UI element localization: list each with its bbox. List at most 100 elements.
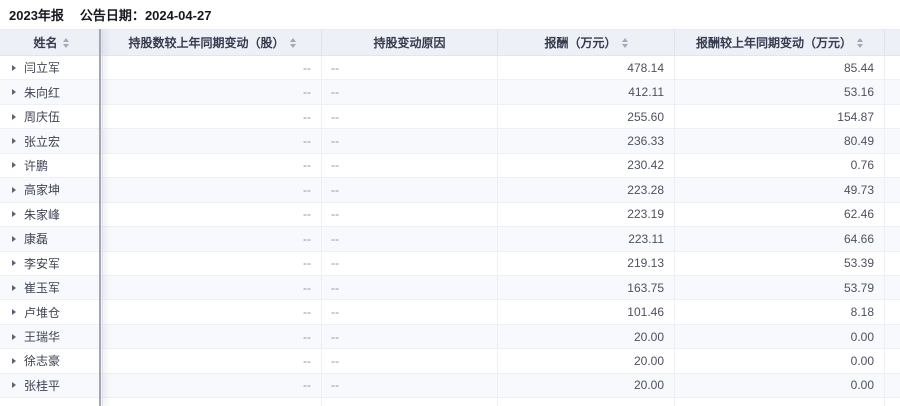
pay-change-cell: 49.73 (675, 178, 885, 203)
pay-change-cell: 53.16 (675, 80, 885, 105)
announce-date-value: 2024-04-27 (144, 8, 212, 23)
row-stub-cell (885, 129, 900, 154)
table-row[interactable]: 王瑞华 -- -- 20.00 0.00 (0, 324, 900, 350)
report-period: 2023年报 (9, 8, 64, 23)
expand-arrow-icon[interactable] (12, 382, 16, 389)
row-stub-cell (885, 276, 900, 301)
pay-change-cell: 154.87 (675, 104, 885, 130)
row-stub-cell (885, 325, 900, 350)
pay-change-cell: 85.44 (675, 56, 885, 81)
executive-name: 王瑞华 (24, 330, 61, 345)
row-stub-cell (885, 56, 900, 81)
expand-arrow-icon[interactable] (12, 113, 16, 120)
share-change-cell: -- (103, 129, 322, 154)
expand-arrow-icon[interactable] (12, 89, 16, 96)
sort-icon[interactable] (857, 37, 863, 48)
expand-arrow-icon[interactable] (12, 138, 16, 145)
table-row[interactable]: 闫立军 -- -- 478.14 85.44 (0, 56, 900, 81)
sort-icon[interactable] (62, 37, 69, 48)
column-header-share-change[interactable]: 持股数较上年同期变动（股） (103, 30, 322, 55)
share-change-cell: -- (103, 324, 322, 350)
table-row[interactable]: 崔玉军 -- -- 163.75 53.79 (0, 275, 900, 301)
name-cell: 许鹏 (0, 153, 103, 179)
empty-cell (885, 398, 900, 406)
expand-arrow-icon[interactable] (12, 211, 16, 218)
table-row[interactable]: 卢堆仓 -- -- 101.46 8.18 (0, 300, 900, 325)
column-header-label: 持股变动原因 (373, 36, 446, 50)
table-row[interactable]: 张立宏 -- -- 236.33 80.49 (0, 129, 900, 154)
pay-cell: 219.13 (498, 251, 675, 276)
expand-arrow-icon[interactable] (12, 284, 16, 291)
row-stub-cell (885, 105, 900, 130)
pay-cell: 236.33 (498, 129, 675, 154)
table-row[interactable]: 李安军 -- -- 219.13 53.39 (0, 251, 900, 276)
pay-cell: 20.00 (498, 373, 675, 399)
table-row[interactable]: 周庆伍 -- -- 255.60 154.87 (0, 104, 900, 130)
report-title-bar: 2023年报 公告日期：2024-04-27 (0, 0, 900, 29)
expand-arrow-icon[interactable] (12, 186, 16, 193)
column-header-pay[interactable]: 报酬（万元） (498, 30, 675, 55)
expand-arrow-icon[interactable] (12, 64, 16, 71)
announce-date-label: 公告日期： (79, 8, 145, 23)
pay-change-cell: 0.00 (675, 373, 885, 399)
table-row[interactable]: 朱家峰 -- -- 223.19 62.46 (0, 202, 900, 228)
pay-change-cell: 64.66 (675, 227, 885, 252)
empty-cell (498, 398, 675, 406)
table-row[interactable]: 张桂平 -- -- 20.00 0.00 (0, 373, 900, 399)
sort-icon[interactable] (621, 37, 628, 48)
row-stub-cell (885, 300, 900, 325)
expand-arrow-icon[interactable] (12, 357, 16, 364)
expand-arrow-icon[interactable] (12, 333, 16, 340)
share-change-cell: -- (103, 275, 322, 301)
row-stub-cell (885, 252, 900, 276)
announce-date: 公告日期：2024-04-27 (80, 5, 212, 24)
executive-name: 崔玉军 (24, 281, 61, 296)
name-cell: 高家坤 (0, 178, 103, 203)
executive-name: 张桂平 (24, 378, 61, 393)
change-reason-cell: -- (322, 80, 498, 105)
table-row[interactable]: 朱向红 -- -- 412.11 53.16 (0, 80, 900, 105)
column-header-name[interactable]: 姓名 (0, 30, 103, 55)
executive-name: 张立宏 (24, 134, 61, 149)
table-row[interactable]: 许鹏 -- -- 230.42 0.76 (0, 153, 900, 179)
change-reason-cell: -- (322, 153, 498, 179)
executive-name: 康磊 (24, 232, 49, 247)
sort-icon[interactable] (289, 37, 296, 48)
column-header-pay-change[interactable]: 报酬较上年同期变动（万元） (675, 30, 885, 55)
row-stub-cell (885, 203, 900, 228)
pay-cell: 223.19 (498, 202, 675, 228)
empty-cell (322, 398, 498, 406)
executive-name: 周庆伍 (24, 110, 61, 125)
table-row[interactable]: 高家坤 -- -- 223.28 49.73 (0, 178, 900, 203)
pay-change-cell: 0.00 (675, 324, 885, 350)
change-reason-cell: -- (322, 324, 498, 350)
row-stub-cell (885, 227, 900, 252)
frozen-column-divider (99, 29, 101, 406)
pay-cell: 223.11 (498, 227, 675, 252)
executives-table: 姓名 持股数较上年同期变动（股） 持股变动原因 报酬（万元） 报酬较上年同期变动… (0, 29, 900, 406)
table-row[interactable]: 徐志豪 -- -- 20.00 0.00 (0, 349, 900, 374)
pay-cell: 255.60 (498, 104, 675, 130)
pay-change-cell: 0.00 (675, 349, 885, 374)
executive-name: 高家坤 (24, 183, 61, 198)
column-header-label: 持股数较上年同期变动（股） (128, 36, 285, 50)
change-reason-cell: -- (322, 202, 498, 228)
column-header-change-reason[interactable]: 持股变动原因 (322, 30, 498, 55)
name-cell: 朱家峰 (0, 202, 103, 228)
pay-change-cell: 62.46 (675, 202, 885, 228)
row-stub-cell (885, 154, 900, 179)
expand-arrow-icon[interactable] (12, 235, 16, 242)
row-stub-cell (885, 349, 900, 374)
name-cell: 闫立军 (0, 56, 103, 81)
share-change-cell: -- (103, 104, 322, 130)
pay-change-cell: 53.79 (675, 275, 885, 301)
expand-arrow-icon[interactable] (12, 309, 16, 316)
pay-cell: 163.75 (498, 275, 675, 301)
name-cell: 李安军 (0, 251, 103, 276)
column-header-label: 姓名 (33, 36, 58, 50)
share-change-cell: -- (103, 349, 322, 374)
expand-arrow-icon[interactable] (12, 260, 16, 267)
table-row[interactable]: 康磊 -- -- 223.11 64.66 (0, 227, 900, 252)
expand-arrow-icon[interactable] (12, 162, 16, 169)
pay-cell: 101.46 (498, 300, 675, 325)
